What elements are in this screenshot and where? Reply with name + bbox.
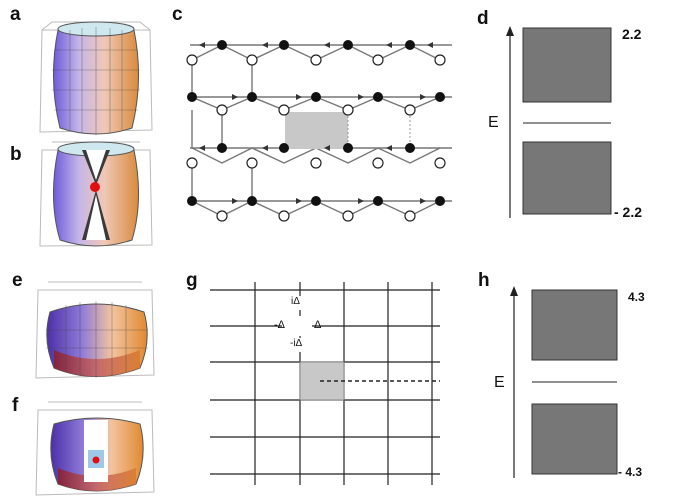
lower-band-h xyxy=(531,403,618,475)
surface-e xyxy=(35,281,155,379)
hopping-label-up: iΔ xyxy=(291,296,300,307)
panel-label-a: a xyxy=(10,4,21,25)
spectrum-h xyxy=(510,286,618,478)
surface-a xyxy=(39,21,153,135)
lattice-arrows-c xyxy=(199,42,433,204)
vortex-marker-f xyxy=(92,456,100,464)
panel-label-b: b xyxy=(10,144,22,165)
upper-value-d: 2.2 xyxy=(622,26,642,42)
hopping-label-right: Δ xyxy=(314,319,322,331)
lower-value-d: - 2.2 xyxy=(614,204,643,220)
axis-label-e-h: E xyxy=(494,374,505,391)
unit-cell-c xyxy=(285,112,348,149)
surface-f xyxy=(35,401,155,496)
upper-band-h xyxy=(531,289,618,361)
hopping-label-left: -Δ xyxy=(274,319,286,331)
spectrum-d xyxy=(506,26,612,218)
axis-label-e-d: E xyxy=(488,114,499,131)
lattice-sites-filled-c xyxy=(187,40,445,206)
hopping-label-down: -iΔ xyxy=(290,338,303,349)
panel-label-f: f xyxy=(12,395,19,416)
lattice-sites-open-c xyxy=(186,54,446,222)
surface-b xyxy=(39,141,153,247)
panel-label-c: c xyxy=(172,4,183,25)
upper-band-d xyxy=(522,27,612,103)
upper-value-h: 4.3 xyxy=(628,290,645,304)
lower-value-h: - 4.3 xyxy=(618,465,643,479)
lower-band-d xyxy=(522,141,612,215)
panel-label-g: g xyxy=(186,270,198,291)
panel-label-h: h xyxy=(478,270,490,291)
panel-label-e: e xyxy=(12,270,23,291)
vortex-marker-b xyxy=(90,182,100,192)
panel-label-d: d xyxy=(477,8,489,29)
